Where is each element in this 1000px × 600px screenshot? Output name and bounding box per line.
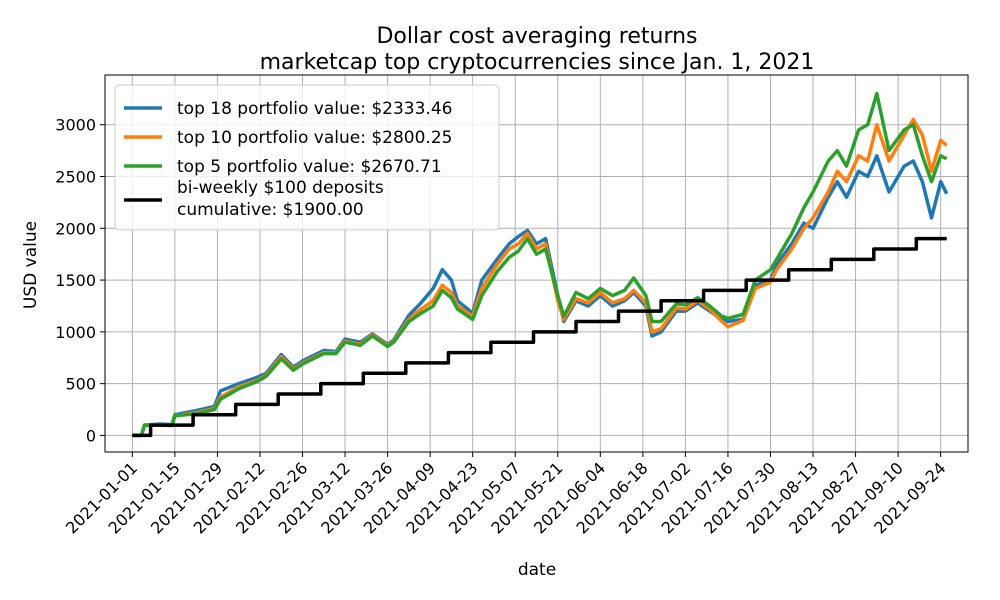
legend-label-2: top 10 portfolio value: $2800.25 — [177, 128, 452, 148]
y-tick-label: 2000 — [55, 219, 96, 238]
chart-title: Dollar cost averaging returns — [376, 24, 697, 49]
y-tick-label: 1500 — [55, 271, 96, 290]
y-axis-label: USD value — [21, 221, 41, 309]
y-tick-label: 0 — [86, 426, 96, 445]
plot-frame — [104, 74, 969, 453]
chart-subtitle: marketcap top cryptocurrencies since Jan… — [260, 50, 815, 75]
legend: top 18 portfolio value: $2333.46 top 10 p… — [114, 84, 500, 231]
series-layer — [132, 91, 949, 438]
legend-label-1: top 18 portfolio value: $2333.46 — [177, 99, 452, 119]
x-axis-label: date — [518, 560, 556, 580]
legend-box — [114, 84, 500, 231]
y-tick-label: 500 — [65, 375, 96, 394]
y-tick-label: 2500 — [55, 168, 96, 187]
series-line-4 — [132, 236, 947, 438]
y-tick-label: 3000 — [55, 116, 96, 135]
legend-label-3: top 5 portfolio value: $2670.71 — [177, 157, 442, 177]
series-line-3 — [132, 91, 948, 438]
y-tick-label: 1000 — [55, 323, 96, 342]
legend-label-4: bi-weekly $100 deposits cumulative: $1900… — [177, 178, 384, 220]
